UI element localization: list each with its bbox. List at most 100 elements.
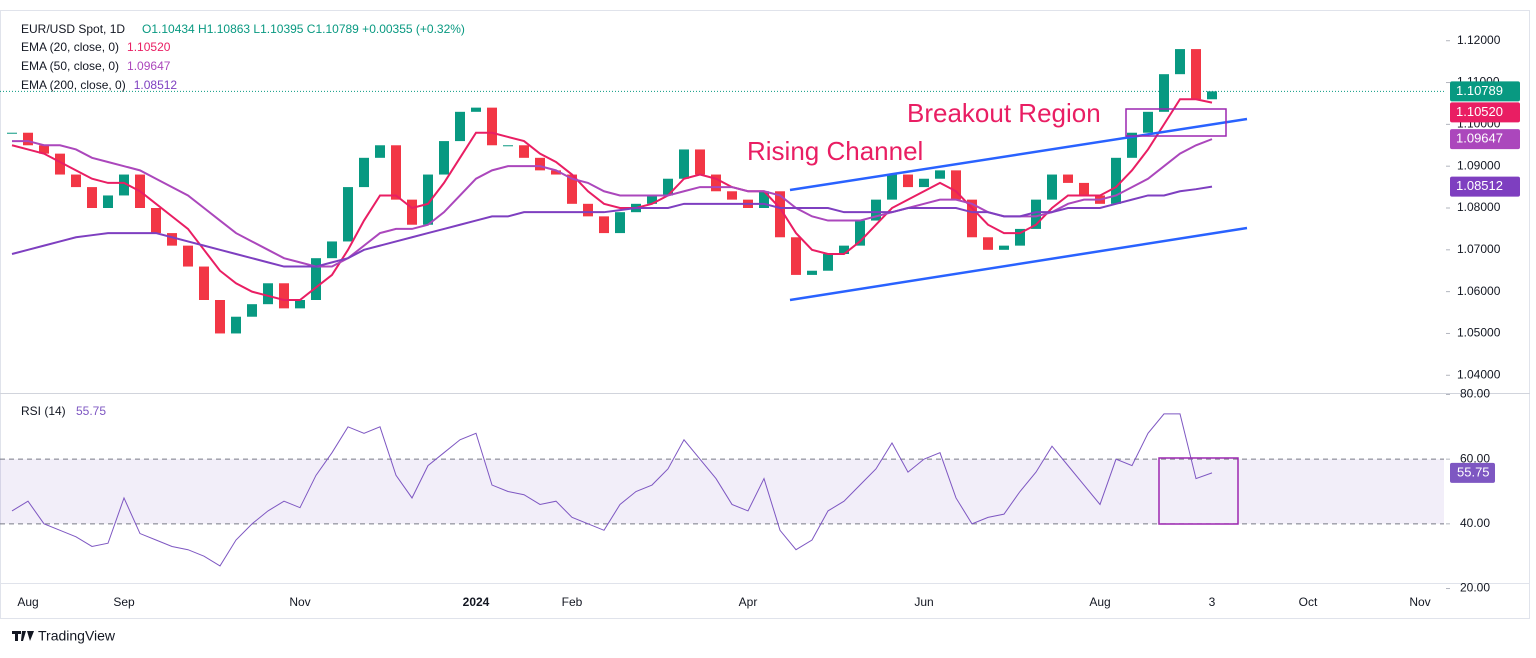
price-badge [1450, 81, 1520, 102]
candle [455, 111, 465, 142]
price-badge-label: 1.08512 [1456, 178, 1503, 193]
symbol: EUR/USD Spot, 1D [21, 22, 125, 36]
x-tick-label: 2024 [463, 595, 490, 609]
candle [599, 216, 609, 234]
candle [199, 266, 209, 300]
candle [103, 195, 113, 208]
brand: TradingView [12, 628, 116, 644]
x-tick-label: Sep [113, 595, 135, 609]
candle [551, 170, 561, 175]
x-tick-label: Nov [289, 595, 310, 609]
candle [215, 300, 225, 334]
brand-name: TradingView [38, 628, 116, 644]
ema-line [11, 185, 1213, 268]
annotation: Rising Channel [747, 136, 923, 166]
candle [23, 132, 33, 146]
candle [951, 170, 961, 200]
candle [439, 141, 449, 175]
rsi-line [11, 413, 1213, 567]
rsi-badge [1450, 462, 1495, 483]
candle [391, 145, 401, 200]
x-tick-label: Aug [17, 595, 38, 609]
candle [359, 157, 369, 188]
candle [263, 283, 273, 305]
x-tick-label: Jun [914, 595, 933, 609]
candle [919, 178, 929, 188]
candle [151, 208, 161, 234]
ohlc: O1.10434 H1.10863 L1.10395 C1.10789 +0.0… [142, 22, 465, 36]
candle [407, 199, 417, 225]
candle [1015, 228, 1025, 246]
y-tick-label: 1.06000 [1457, 284, 1501, 298]
candle [791, 237, 801, 275]
rsi-badge-label: 55.75 [1457, 464, 1490, 479]
candle [71, 174, 81, 188]
candle [1159, 74, 1169, 112]
brand-logo [12, 631, 34, 641]
candle [663, 178, 673, 196]
y-tick-label: 1.08000 [1457, 200, 1501, 214]
candle [887, 174, 897, 200]
candle [487, 107, 497, 146]
x-tick-label: Oct [1299, 595, 1318, 609]
candle [55, 153, 65, 175]
price-badge [1450, 102, 1520, 123]
x-tick-label: Apr [739, 595, 758, 609]
legend-name: EMA (200, close, 0) [21, 78, 126, 92]
rsi-name: RSI (14) [21, 404, 66, 418]
candle [87, 187, 97, 208]
candle [1031, 199, 1041, 229]
channel-lower-line [789, 226, 1248, 302]
breakout-box [1125, 108, 1227, 137]
candle [1063, 174, 1073, 183]
candle [855, 220, 865, 246]
candle [679, 149, 689, 179]
price-badge-label: 1.10520 [1456, 104, 1503, 119]
x-tick-label: 3 [1209, 595, 1216, 609]
candle [295, 300, 305, 309]
y-tick-label: 1.07000 [1457, 242, 1501, 256]
price-badge [1450, 176, 1520, 197]
legend-value: 1.08512 [134, 78, 178, 92]
price-badge-label: 1.10789 [1456, 83, 1503, 98]
candle [711, 174, 721, 192]
candle [327, 241, 337, 259]
ema-line [11, 98, 1213, 301]
y-tick-label: 1.05000 [1457, 326, 1501, 340]
candle [775, 191, 785, 238]
candle [583, 203, 593, 217]
price-badge [1450, 129, 1520, 150]
y-tick-label: 1.09000 [1457, 158, 1501, 172]
candle [231, 316, 241, 334]
legend-name: EMA (20, close, 0) [21, 40, 119, 54]
frame [0, 10, 1530, 619]
candle [695, 149, 705, 175]
candle [759, 191, 769, 208]
rsi-box [1158, 457, 1239, 525]
candle [1047, 174, 1057, 200]
candle [567, 174, 577, 204]
candle [935, 170, 945, 179]
candle [503, 145, 513, 147]
candle [183, 245, 193, 267]
candle [615, 212, 625, 234]
rsi-y-tick-label: 40.00 [1460, 516, 1490, 530]
candle [375, 145, 385, 158]
candle [727, 191, 737, 200]
rsi-y-tick-label: 60.00 [1460, 451, 1490, 465]
candle [967, 199, 977, 238]
channel-upper-line [789, 117, 1248, 192]
legend-name: EMA (50, close, 0) [21, 59, 119, 73]
rsi-value: 55.75 [76, 404, 106, 418]
x-tick-label: Aug [1089, 595, 1110, 609]
rsi-y-tick-label: 20.00 [1460, 581, 1490, 595]
candle [1175, 49, 1185, 75]
candle [39, 145, 49, 154]
candle [167, 233, 177, 246]
candle [519, 145, 529, 158]
price-badge-label: 1.09647 [1456, 131, 1503, 146]
candle [999, 245, 1009, 250]
candle [7, 132, 17, 134]
